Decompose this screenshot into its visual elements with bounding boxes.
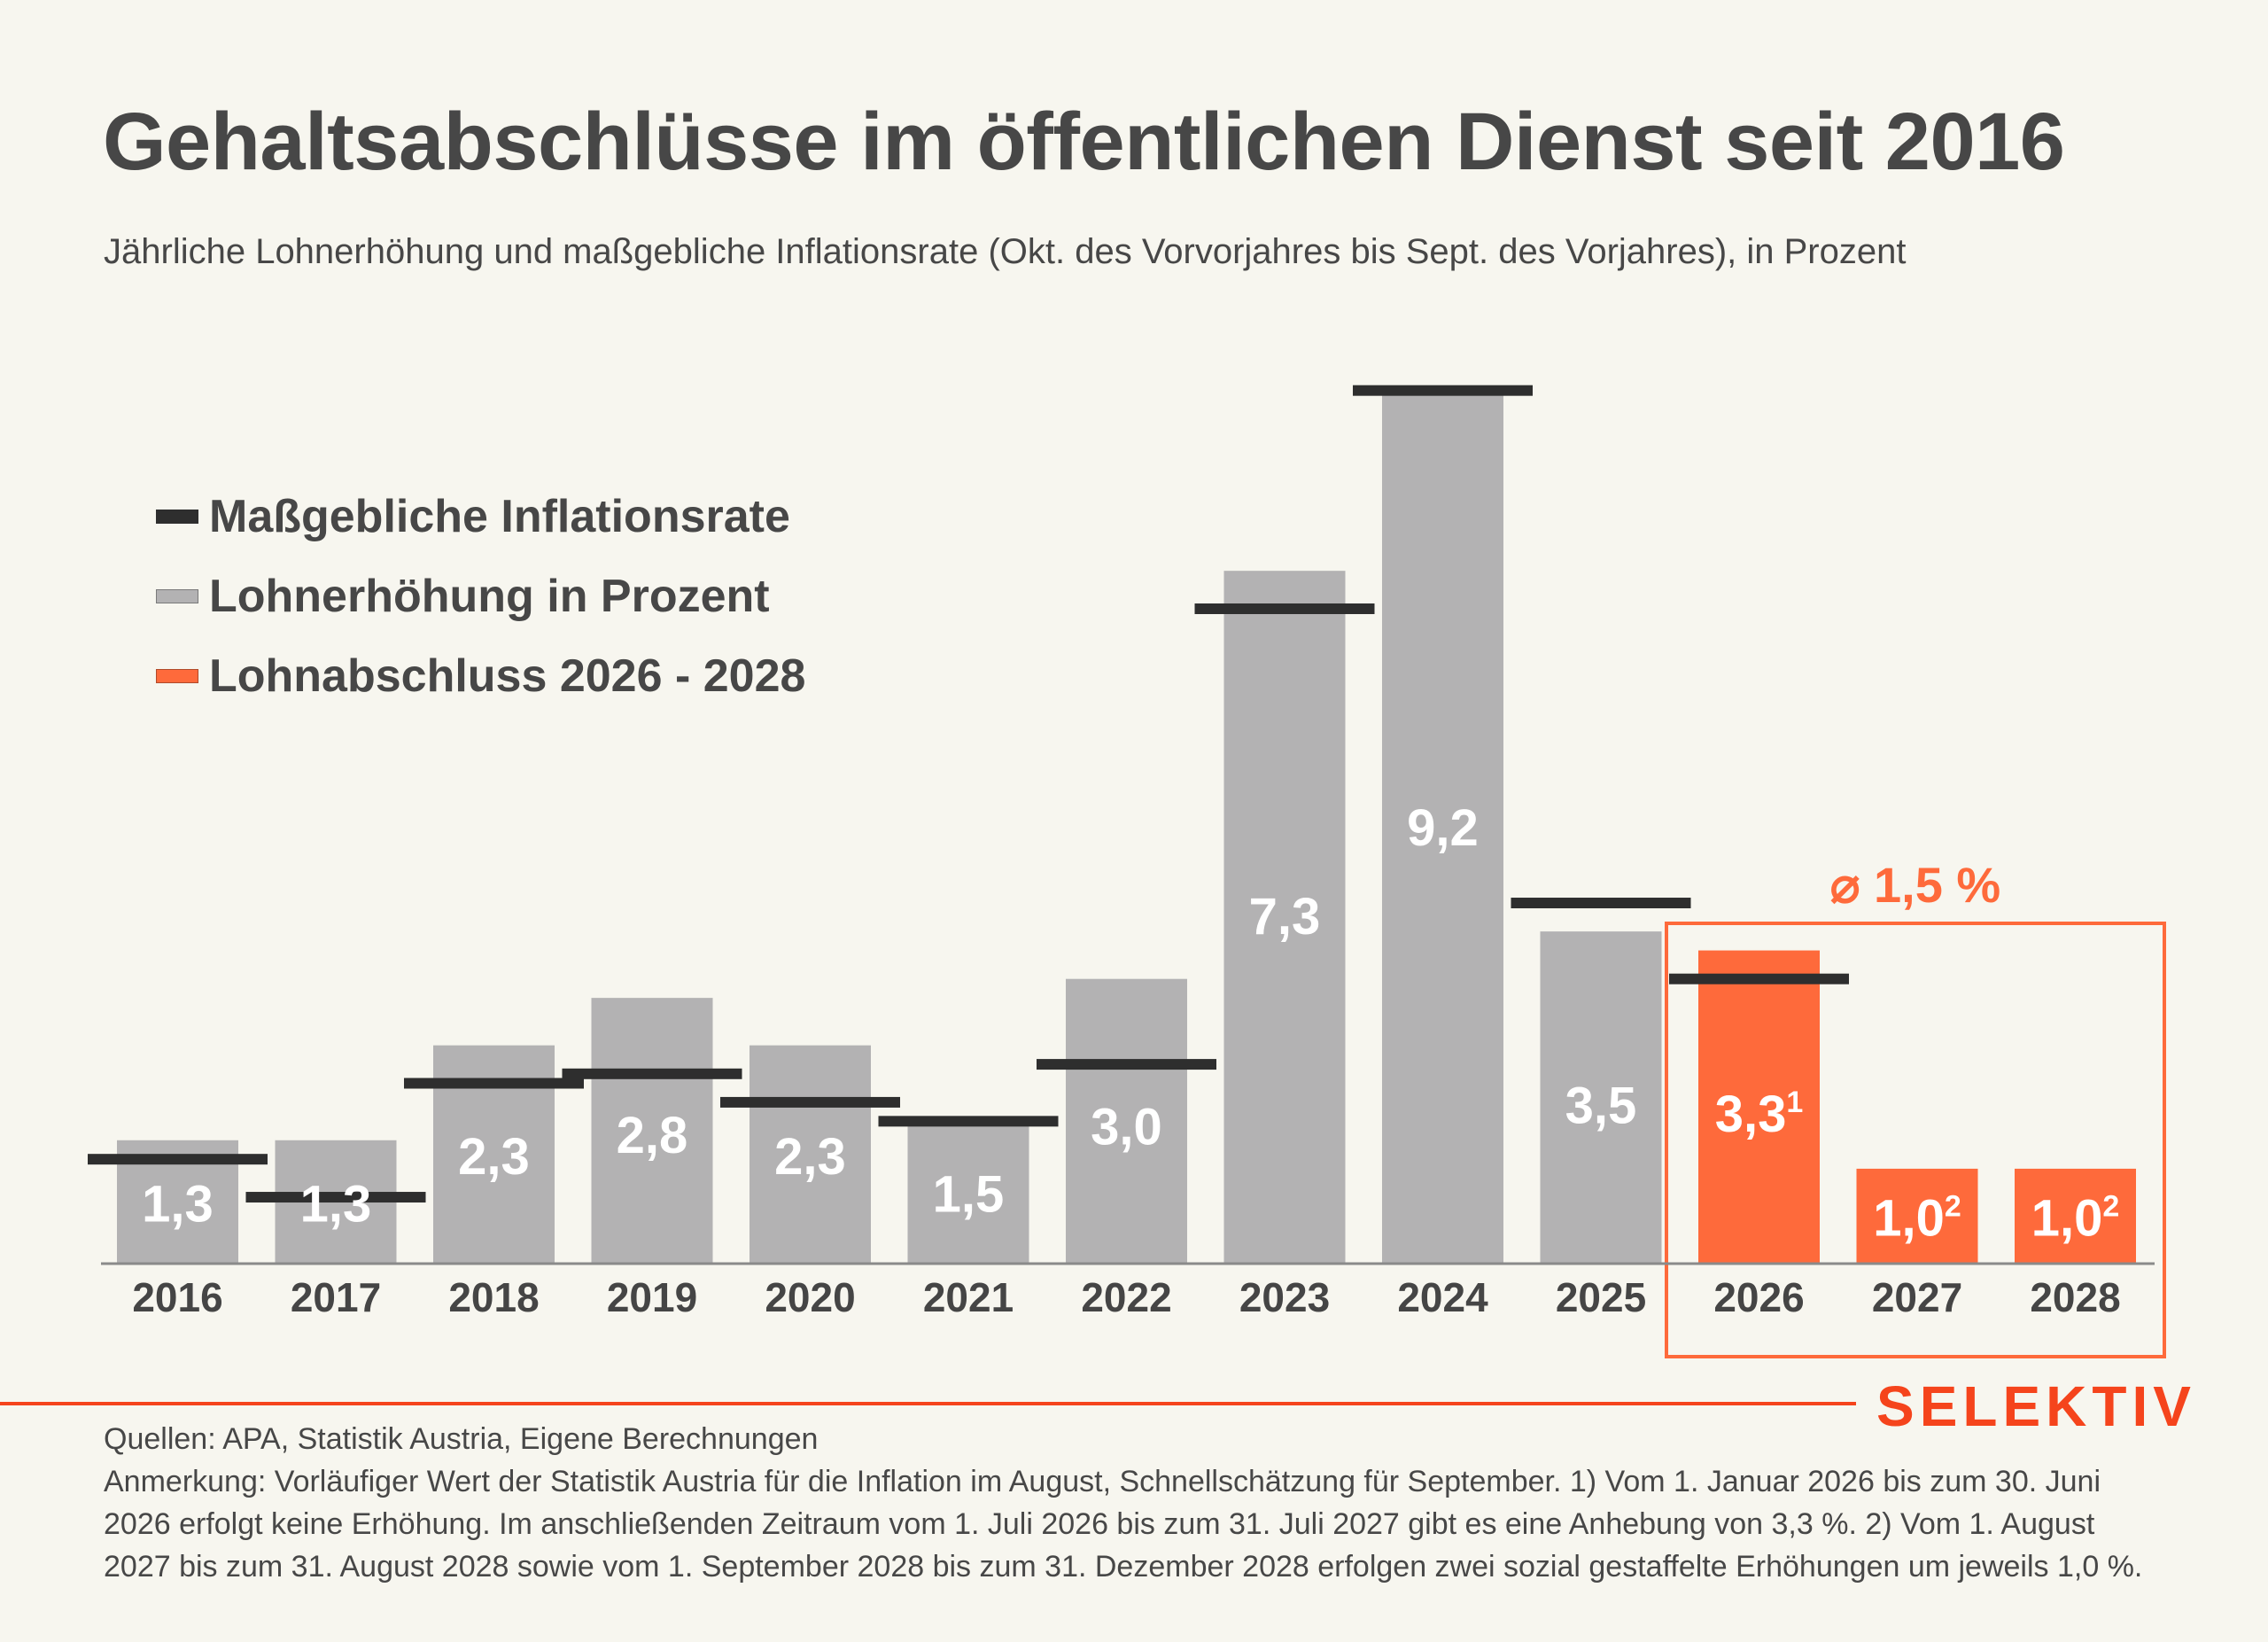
x-tick-2019: 2019 [607,1274,697,1320]
x-tick-2017: 2017 [291,1274,381,1320]
x-tick-2027: 2027 [1872,1274,1962,1320]
bar-label-2016: 1,3 [142,1175,214,1233]
brand-logo: SELEKTIV [1876,1374,2196,1438]
bar-label-2025: 3,5 [1565,1077,1637,1134]
bar-2022 [1066,978,1187,1264]
x-tick-2022: 2022 [1081,1274,1171,1320]
bar-2028 [2015,1168,2136,1264]
bar-2025 [1540,931,1662,1264]
sources-text: Quellen: APA, Statistik Austria, Eigene … [104,1422,819,1456]
note-text: Anmerkung: Vorläufiger Wert der Statisti… [104,1465,2143,1584]
x-tick-2025: 2025 [1556,1274,1646,1320]
bar-2026 [1698,950,1820,1264]
bar-2024 [1382,390,1503,1264]
legend-item-wage-increase: Lohnerhöhung in Prozent [156,556,805,636]
footer-notes: Quellen: APA, Statistik Austria, Eigene … [104,1418,2168,1588]
x-tick-2018: 2018 [448,1274,539,1320]
legend-item-wage-agreement: Lohnabschluss 2026 - 2028 [156,636,805,716]
legend-swatch-wage-agreement [156,669,198,683]
footnote-marker: 2 [2102,1189,2119,1223]
bar-2023 [1223,571,1346,1264]
average-annotation: ⌀ 1,5 % [1830,857,2000,913]
x-tick-2026: 2026 [1713,1274,1804,1320]
footer-divider [0,1402,1856,1405]
chart-title: Gehaltsabschlüsse im öffentlichen Dienst… [103,97,2065,187]
bar-2020 [750,1045,871,1264]
bar-label-2022: 3,0 [1091,1098,1162,1156]
bar-label-2021: 1,5 [933,1166,1005,1224]
inflation-marker-2026 [1669,973,1849,984]
x-tick-2023: 2023 [1239,1274,1330,1320]
bar-2027 [1856,1168,1978,1264]
inflation-marker-2023 [1194,603,1375,615]
inflation-marker-2016 [88,1154,268,1165]
legend-label-wage-agreement: Lohnabschluss 2026 - 2028 [209,650,806,702]
x-tick-2020: 2020 [765,1274,855,1320]
inflation-marker-2024 [1353,385,1533,396]
x-tick-2016: 2016 [132,1274,222,1320]
legend-label-inflation: Maßgebliche Inflationsrate [209,491,790,542]
bar-label-2023: 7,3 [1249,888,1321,946]
inflation-marker-2018 [404,1078,584,1089]
footnote-marker: 1 [1786,1086,1803,1119]
bar-chart: ⌀ 1,5 % 1,3 1,32,3 2,8 2,31,53,07,39,23,5 3,… [88,385,2166,1358]
footnote-marker: 2 [1945,1189,1961,1223]
inflation-marker-2021 [878,1116,1059,1127]
bar-label-2017: 1,3 [300,1175,372,1233]
inflation-marker-2025 [1511,898,1691,909]
highlight-box [1665,922,2166,1358]
legend: Maßgebliche Inflationsrate Lohnerhöhung … [156,477,805,716]
legend-item-inflation: Maßgebliche Inflationsrate [156,477,805,556]
x-tick-2024: 2024 [1397,1274,1488,1320]
bar-label-2018: 2,3 [458,1128,530,1186]
inflation-marker-2022 [1037,1059,1216,1070]
x-tick-2021: 2021 [923,1274,1014,1320]
inflation-marker-2020 [720,1096,900,1108]
bar-label-2024: 9,2 [1407,799,1479,857]
chart-subtitle: Jährliche Lohnerhöhung und maßgebliche I… [104,232,1907,271]
bar-2021 [907,1121,1029,1264]
bar-label-2019: 2,8 [617,1107,688,1164]
legend-swatch-wage-increase [156,589,198,603]
x-tick-2028: 2028 [2030,1274,2120,1320]
bar-2019 [591,998,713,1264]
inflation-marker-2019 [562,1068,742,1079]
inflation-marker-2017 [245,1192,426,1203]
legend-label-wage-increase: Lohnerhöhung in Prozent [209,571,770,622]
bar-label-2020: 2,3 [774,1128,846,1186]
legend-swatch-inflation [156,510,198,524]
